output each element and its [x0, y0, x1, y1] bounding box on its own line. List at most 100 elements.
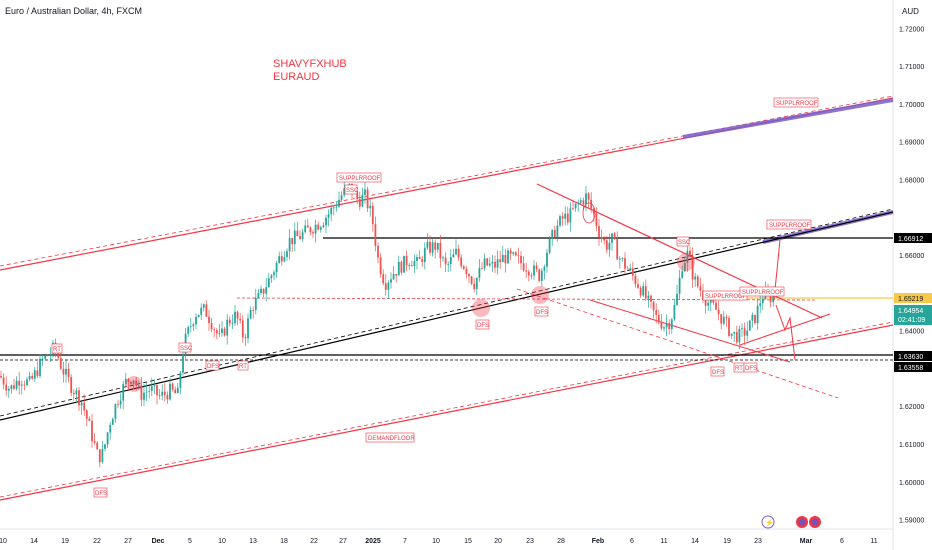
candle-body[interactable]	[202, 304, 205, 308]
candle-body[interactable]	[137, 385, 140, 387]
candle-body[interactable]	[772, 294, 775, 303]
candle-body[interactable]	[556, 225, 559, 238]
candle-body[interactable]	[130, 381, 132, 384]
candle-body[interactable]	[39, 358, 41, 376]
candle-body[interactable]	[707, 302, 710, 306]
candle-body[interactable]	[676, 293, 678, 305]
candle-body[interactable]	[637, 284, 639, 288]
candle-body[interactable]	[392, 274, 395, 280]
candle-body[interactable]	[678, 277, 681, 294]
candle-body[interactable]	[644, 286, 647, 299]
candle-body[interactable]	[743, 328, 746, 336]
candle-body[interactable]	[278, 256, 281, 263]
candle-body[interactable]	[715, 302, 717, 310]
candle-body[interactable]	[525, 270, 528, 272]
candle-body[interactable]	[145, 391, 148, 393]
candle-body[interactable]	[236, 311, 239, 319]
candle-body[interactable]	[366, 189, 369, 209]
candle-body[interactable]	[509, 250, 512, 254]
candle-body[interactable]	[543, 266, 546, 271]
candle-body[interactable]	[655, 310, 658, 315]
candle-body[interactable]	[70, 377, 73, 393]
candle-body[interactable]	[374, 224, 377, 246]
candle-body[interactable]	[397, 261, 400, 276]
candle-body[interactable]	[540, 270, 543, 281]
candle-body[interactable]	[447, 264, 450, 265]
candle-body[interactable]	[293, 230, 296, 245]
candle-body[interactable]	[127, 378, 130, 382]
candle-body[interactable]	[761, 298, 764, 304]
candle-body[interactable]	[135, 380, 138, 386]
candle-body[interactable]	[548, 238, 551, 253]
candle-body[interactable]	[538, 269, 541, 281]
time-axis[interactable]: 10 14 19 22 27 Dec 5 10 13 18 22 27 2025 7 10 15 20 23 28 F…	[0, 538, 878, 545]
candle-body[interactable]	[577, 202, 580, 204]
candle-body[interactable]	[262, 288, 265, 294]
candle-body[interactable]	[491, 261, 494, 264]
candle-body[interactable]	[621, 258, 624, 259]
candle-body[interactable]	[332, 207, 335, 209]
candle-body[interactable]	[335, 206, 338, 208]
candle-body[interactable]	[156, 385, 158, 396]
candle-body[interactable]	[111, 418, 114, 425]
candle-body[interactable]	[624, 258, 626, 269]
candle-body[interactable]	[642, 286, 645, 296]
candle-body[interactable]	[49, 353, 52, 356]
candle-body[interactable]	[33, 370, 36, 379]
candle-body[interactable]	[421, 258, 424, 263]
candle-body[interactable]	[475, 277, 478, 290]
candle-body[interactable]	[483, 258, 486, 269]
highlight-circle[interactable]	[531, 286, 549, 304]
highlight-circle[interactable]	[126, 376, 142, 392]
candle-body[interactable]	[423, 247, 426, 263]
candle-body[interactable]	[83, 402, 86, 411]
candle-body[interactable]	[309, 227, 312, 233]
candle-body[interactable]	[41, 358, 44, 360]
candle-body[interactable]	[166, 394, 169, 400]
candle-body[interactable]	[148, 390, 151, 392]
candle-body[interactable]	[163, 391, 166, 395]
candle-body[interactable]	[486, 258, 489, 266]
candle-body[interactable]	[670, 319, 673, 330]
candle-body[interactable]	[234, 311, 236, 324]
candle-body[interactable]	[585, 193, 587, 205]
highlight-circle[interactable]	[677, 253, 695, 271]
candle-body[interactable]	[231, 323, 234, 325]
highlight-circle[interactable]	[582, 202, 596, 224]
candle-body[interactable]	[488, 263, 491, 266]
candle-body[interactable]	[626, 268, 629, 270]
candle-body[interactable]	[28, 375, 31, 380]
candle-body[interactable]	[306, 225, 309, 228]
candle-body[interactable]	[473, 283, 476, 290]
candle-body[interactable]	[507, 250, 509, 264]
candle-body[interactable]	[408, 265, 411, 266]
candle-body[interactable]	[327, 214, 330, 218]
bottom-icons[interactable]: ⚡	[761, 515, 821, 529]
candle-body[interactable]	[158, 395, 161, 397]
candle-body[interactable]	[20, 384, 23, 386]
candle-body[interactable]	[639, 287, 642, 296]
descending-line-mid[interactable]	[589, 299, 791, 363]
candle-body[interactable]	[319, 227, 322, 230]
candle-body[interactable]	[681, 271, 684, 278]
candle-body[interactable]	[699, 286, 702, 291]
candle-body[interactable]	[647, 295, 650, 299]
candle-body[interactable]	[418, 257, 421, 259]
candle-body[interactable]	[59, 357, 62, 369]
candle-body[interactable]	[457, 248, 460, 258]
lightning-icon[interactable]	[761, 515, 775, 529]
candle-body[interactable]	[322, 225, 325, 228]
candle-body[interactable]	[210, 323, 213, 330]
candle-body[interactable]	[694, 276, 697, 280]
candle-body[interactable]	[343, 188, 346, 196]
candle-body[interactable]	[62, 368, 65, 375]
supply-roof-purple-upper[interactable]	[682, 98, 894, 139]
candle-body[interactable]	[559, 216, 561, 226]
candle-body[interactable]	[728, 318, 730, 336]
candle-body[interactable]	[67, 368, 70, 378]
candle-body[interactable]	[176, 387, 179, 394]
candle-body[interactable]	[197, 314, 200, 318]
candle-body[interactable]	[673, 304, 676, 320]
candle-body[interactable]	[239, 318, 242, 321]
candle-body[interactable]	[730, 333, 733, 336]
